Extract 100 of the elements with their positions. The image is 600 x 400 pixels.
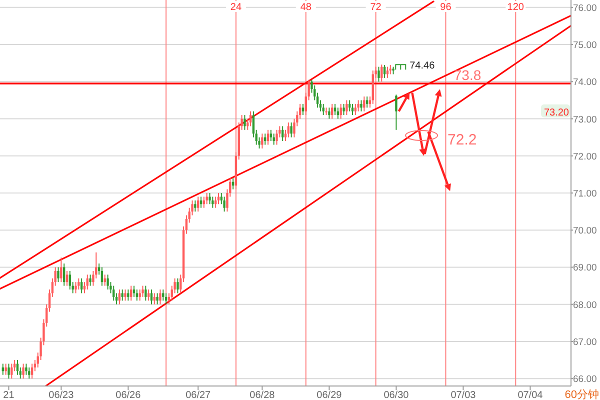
x-tick-label: 06/27 bbox=[186, 390, 212, 400]
y-tick-label: 67.00 bbox=[573, 336, 597, 348]
candlestick bbox=[261, 133, 264, 149]
x-tick-label: 06/28 bbox=[250, 390, 276, 400]
candlestick bbox=[328, 107, 330, 120]
candlestick bbox=[354, 103, 357, 116]
candlestick bbox=[100, 266, 104, 286]
candlestick bbox=[106, 274, 109, 290]
candlestick bbox=[266, 129, 270, 146]
candlestick bbox=[130, 285, 132, 302]
y-tick-label: 76.00 bbox=[573, 2, 597, 14]
candlestick bbox=[270, 129, 272, 142]
x-tick-label: 06/26 bbox=[116, 390, 142, 400]
annotation: 74.46 bbox=[410, 60, 436, 72]
candlestick bbox=[351, 103, 354, 116]
candlestick bbox=[22, 363, 24, 380]
y-tick-label: 69.00 bbox=[573, 262, 597, 274]
candlestick bbox=[212, 196, 214, 208]
candlestick bbox=[150, 289, 153, 305]
candlestick bbox=[10, 363, 13, 380]
x-tick-label: 07/04 bbox=[518, 390, 544, 400]
y-tick-label: 70.00 bbox=[573, 226, 597, 237]
candlestick bbox=[118, 289, 121, 305]
candlestick bbox=[217, 192, 220, 205]
candlestick bbox=[80, 278, 83, 294]
candlestick bbox=[121, 289, 124, 302]
candlestick bbox=[68, 270, 72, 290]
x-tick-label: 06/29 bbox=[316, 390, 342, 400]
candlestick bbox=[142, 285, 144, 298]
candlestick bbox=[389, 64, 392, 75]
candlestick bbox=[25, 363, 28, 376]
candlestick bbox=[378, 66, 380, 82]
candlestick bbox=[194, 200, 196, 212]
y-tick-label: 75.00 bbox=[573, 40, 597, 52]
x-tick-label: 21 bbox=[3, 390, 15, 400]
candlestick bbox=[206, 192, 208, 205]
candlestick bbox=[112, 285, 115, 302]
x2-tick-label: 24 bbox=[230, 2, 242, 13]
x-tick-label: 06/30 bbox=[384, 390, 410, 400]
y-tick-label: 71.00 bbox=[573, 188, 597, 200]
candlestick bbox=[290, 122, 292, 138]
candlestick bbox=[244, 114, 246, 130]
candlestick bbox=[276, 129, 278, 146]
y-tick-label: 68.00 bbox=[573, 300, 597, 311]
candlestick bbox=[162, 289, 164, 302]
x2-tick-label: 96 bbox=[440, 2, 452, 13]
candlestick bbox=[86, 274, 88, 290]
candlestick bbox=[176, 278, 179, 294]
candlestick bbox=[302, 103, 304, 116]
candlestick bbox=[8, 363, 10, 380]
candlestick bbox=[334, 103, 336, 116]
x-tick-label: 06/23 bbox=[48, 390, 74, 400]
candlestick bbox=[78, 278, 80, 290]
annotation: 72.2 bbox=[448, 131, 477, 148]
candlestick bbox=[124, 289, 126, 302]
candlestick bbox=[28, 366, 30, 380]
y-tick-label: 66.00 bbox=[573, 374, 597, 386]
x2-tick-label: 120 bbox=[507, 2, 524, 13]
candlestick bbox=[366, 96, 368, 108]
candlestick bbox=[147, 289, 150, 302]
candlestick bbox=[322, 103, 324, 116]
candlestick bbox=[16, 360, 19, 376]
x2-tick-label: 48 bbox=[300, 2, 312, 13]
candlestick bbox=[144, 285, 147, 302]
candlestick bbox=[74, 282, 77, 294]
candlestick bbox=[272, 133, 275, 146]
candlestick bbox=[127, 289, 130, 302]
candlestick bbox=[57, 266, 60, 283]
candlestick bbox=[138, 289, 141, 302]
candlestick bbox=[66, 270, 68, 286]
candlestick bbox=[287, 122, 290, 138]
candlestick bbox=[395, 94, 398, 130]
y-tick-label: 73.00 bbox=[573, 114, 597, 126]
candlestick bbox=[331, 103, 334, 120]
candlestick bbox=[89, 274, 92, 286]
candlestick bbox=[136, 289, 138, 302]
x2-tick-label: 72 bbox=[370, 2, 382, 13]
candlestick bbox=[360, 100, 362, 112]
candlestick bbox=[281, 126, 284, 142]
candlestick bbox=[342, 103, 345, 116]
y-tick-label: 74.00 bbox=[573, 77, 597, 88]
candlestick bbox=[197, 196, 200, 212]
candlestick bbox=[30, 363, 34, 380]
candlestick bbox=[60, 257, 62, 283]
candlestick bbox=[223, 196, 226, 212]
annotation: 73.20 bbox=[544, 107, 570, 118]
candlestick bbox=[363, 96, 366, 112]
candlestick bbox=[380, 64, 383, 82]
candlestick bbox=[62, 263, 66, 286]
candlestick bbox=[340, 103, 342, 120]
candlestick bbox=[4, 363, 7, 376]
candlestick bbox=[156, 292, 158, 305]
annotation: 73.8 bbox=[454, 67, 482, 84]
candlestick bbox=[357, 100, 360, 112]
candlestick bbox=[159, 289, 162, 305]
text: 60分钟 bbox=[564, 389, 599, 400]
candlestick bbox=[346, 100, 348, 116]
candlestick bbox=[249, 110, 252, 127]
candlestick bbox=[208, 192, 211, 205]
x-tick-label: 07/03 bbox=[450, 390, 476, 400]
